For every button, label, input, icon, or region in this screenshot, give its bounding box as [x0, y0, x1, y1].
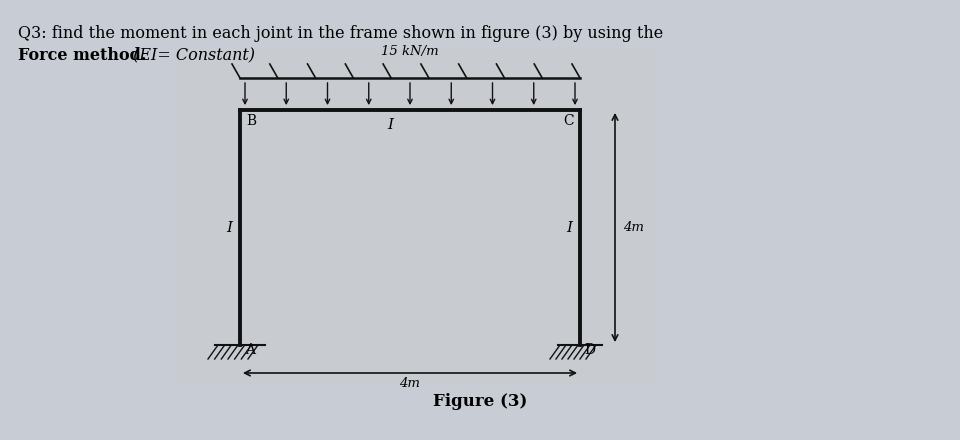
Text: 4m: 4m: [399, 377, 420, 390]
Text: 4m: 4m: [623, 221, 644, 234]
Text: 15 kN/m: 15 kN/m: [381, 45, 439, 58]
Text: I: I: [387, 118, 393, 132]
Text: Figure (3): Figure (3): [433, 393, 527, 410]
Text: I: I: [566, 220, 572, 235]
Text: C: C: [564, 114, 574, 128]
Text: Q3: find the moment in each joint in the frame shown in figure (3) by using the: Q3: find the moment in each joint in the…: [18, 25, 663, 42]
Text: B: B: [246, 114, 256, 128]
FancyBboxPatch shape: [175, 50, 655, 385]
Text: A: A: [245, 343, 255, 357]
Text: I: I: [226, 220, 232, 235]
Text: (EI= Constant): (EI= Constant): [128, 47, 255, 64]
Text: D: D: [584, 343, 595, 357]
Text: Force method.: Force method.: [18, 47, 146, 64]
